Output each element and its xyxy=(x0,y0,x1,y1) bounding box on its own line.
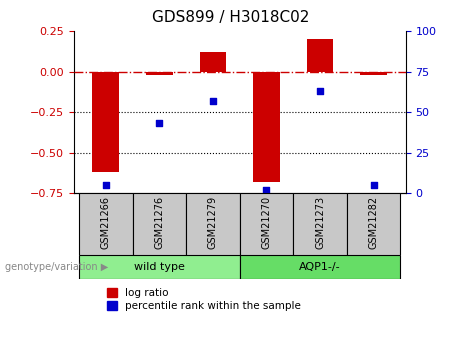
Point xyxy=(209,98,217,104)
Bar xyxy=(186,193,240,255)
Bar xyxy=(360,71,387,75)
Text: GSM21270: GSM21270 xyxy=(261,196,272,249)
Text: wild type: wild type xyxy=(134,263,185,272)
Bar xyxy=(307,39,333,71)
Bar xyxy=(200,52,226,71)
Bar xyxy=(79,255,240,279)
Legend: log ratio, percentile rank within the sample: log ratio, percentile rank within the sa… xyxy=(106,288,301,311)
Text: GSM21276: GSM21276 xyxy=(154,196,165,249)
Text: genotype/variation ▶: genotype/variation ▶ xyxy=(5,263,108,272)
Point xyxy=(316,88,324,94)
Point xyxy=(263,187,270,193)
Bar xyxy=(240,255,400,279)
Bar xyxy=(240,193,293,255)
Bar xyxy=(93,71,119,172)
Text: AQP1-/-: AQP1-/- xyxy=(299,263,341,272)
Bar xyxy=(79,193,133,255)
Text: GSM21266: GSM21266 xyxy=(101,196,111,249)
Point xyxy=(156,121,163,126)
Point xyxy=(102,182,110,188)
Bar xyxy=(347,193,400,255)
Bar xyxy=(146,71,173,75)
Bar xyxy=(253,71,280,182)
Bar xyxy=(133,193,186,255)
Text: GSM21282: GSM21282 xyxy=(368,196,378,249)
Text: GSM21279: GSM21279 xyxy=(208,196,218,249)
Bar xyxy=(293,193,347,255)
Text: GDS899 / H3018C02: GDS899 / H3018C02 xyxy=(152,10,309,25)
Text: GSM21273: GSM21273 xyxy=(315,196,325,249)
Point xyxy=(370,182,377,188)
